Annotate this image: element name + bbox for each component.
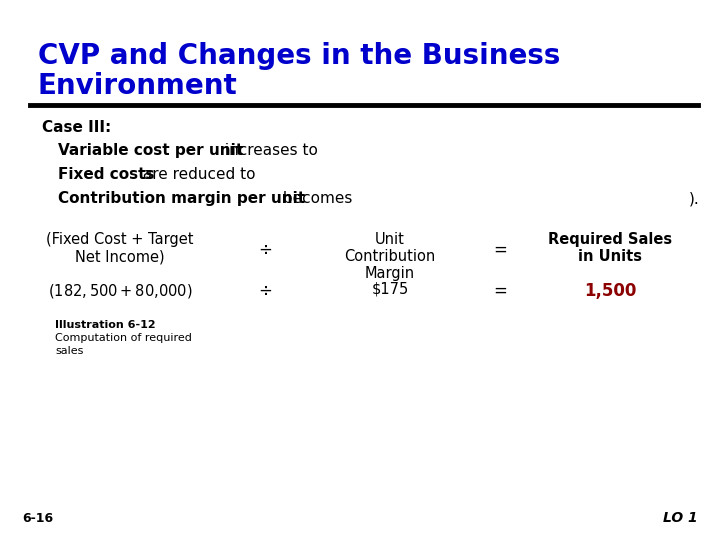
Text: Illustration 6-12: Illustration 6-12 (55, 320, 156, 330)
Text: Margin: Margin (365, 266, 415, 281)
Text: sales: sales (55, 346, 84, 356)
Text: increases to: increases to (220, 143, 318, 158)
Text: CVP and Changes in the Business: CVP and Changes in the Business (38, 42, 560, 70)
Text: ÷: ÷ (258, 241, 272, 259)
Text: in Units: in Units (578, 249, 642, 264)
Text: Fixed costs: Fixed costs (58, 167, 155, 182)
Text: =: = (493, 241, 507, 259)
Text: are reduced to: are reduced to (138, 167, 256, 182)
Text: Required Sales: Required Sales (548, 232, 672, 247)
Text: $175: $175 (372, 282, 409, 297)
Text: ÷: ÷ (258, 282, 272, 300)
Text: Environment: Environment (38, 72, 238, 100)
Text: 1,500: 1,500 (584, 282, 636, 300)
Text: (Fixed Cost + Target: (Fixed Cost + Target (46, 232, 194, 247)
Text: ($182,500 + $80,000): ($182,500 + $80,000) (48, 282, 192, 300)
Text: ).: ). (689, 191, 700, 206)
Text: Net Income): Net Income) (75, 249, 165, 264)
Text: Contribution margin per unit: Contribution margin per unit (58, 191, 305, 206)
Text: Unit: Unit (375, 232, 405, 247)
Text: becomes: becomes (278, 191, 352, 206)
Text: Computation of required: Computation of required (55, 333, 192, 343)
Text: =: = (493, 282, 507, 300)
Text: LO 1: LO 1 (663, 511, 698, 525)
Text: Variable cost per unit: Variable cost per unit (58, 143, 243, 158)
Text: 6-16: 6-16 (22, 512, 53, 525)
Text: Case III:: Case III: (42, 120, 112, 135)
Text: Contribution: Contribution (344, 249, 436, 264)
